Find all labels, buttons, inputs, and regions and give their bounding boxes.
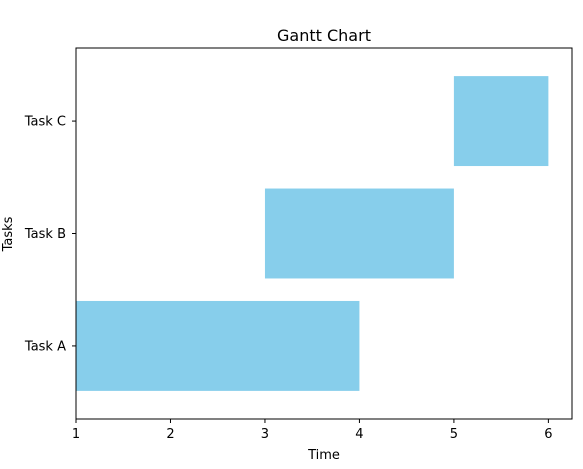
- x-tick-label: 1: [72, 427, 80, 442]
- x-tick-label: 3: [261, 427, 269, 442]
- x-axis-label: Time: [307, 448, 340, 463]
- bar-task-b: [264, 188, 454, 279]
- x-tick-label: 5: [450, 427, 458, 442]
- chart-title: Gantt Chart: [277, 26, 371, 45]
- bars-layer: [76, 76, 549, 391]
- x-tick-label: 2: [166, 427, 174, 442]
- y-tick-label: Task A: [24, 339, 66, 354]
- y-ticks: Task A Task B Task C: [24, 115, 76, 354]
- x-tick-label: 6: [544, 427, 552, 442]
- bar-task-c: [453, 76, 549, 167]
- y-tick-label: Task C: [24, 115, 66, 130]
- y-tick-label: Task B: [24, 227, 66, 242]
- bar-task-a: [76, 300, 360, 391]
- y-axis-label: Tasks: [1, 216, 16, 252]
- x-tick-label: 4: [355, 427, 363, 442]
- x-ticks: 1 2 3 4 5 6: [72, 419, 553, 442]
- plot-frame: [75, 47, 573, 420]
